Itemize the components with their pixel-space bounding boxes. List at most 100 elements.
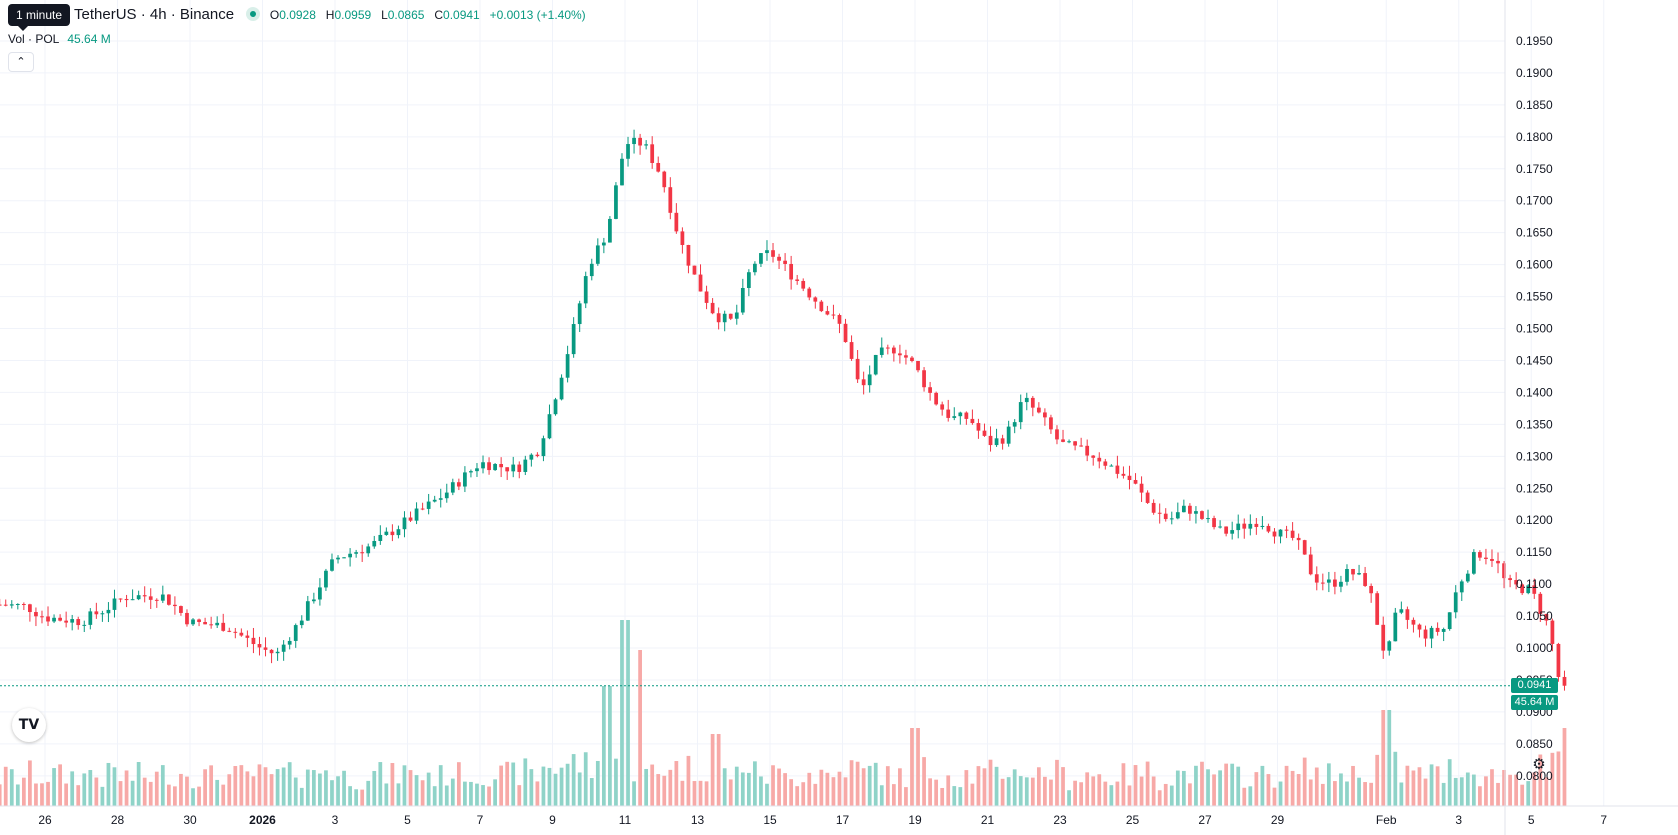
x-tick-label: Feb (1376, 813, 1397, 827)
candle-body (1266, 525, 1271, 532)
candle-body (46, 616, 50, 622)
candle-body (28, 604, 32, 613)
volume-bar (686, 755, 691, 806)
volume-bar (837, 771, 842, 806)
candle-body (904, 355, 908, 358)
market-status-icon[interactable] (245, 7, 260, 21)
candle-body (1290, 530, 1295, 538)
candle-body (1417, 624, 1422, 630)
candle-body (1000, 438, 1005, 444)
candle-body (1018, 402, 1023, 423)
volume-bar (1139, 776, 1144, 806)
volume-bar (493, 779, 497, 806)
candle-body (626, 144, 630, 159)
candle-body (1109, 465, 1114, 467)
candle-body (601, 242, 606, 246)
settings-icon[interactable]: ⚙ (1532, 756, 1546, 773)
candle-body (1006, 426, 1011, 444)
ohlc-low-key: L (381, 8, 388, 22)
candle-body (867, 374, 872, 386)
candle-body (1043, 412, 1047, 418)
volume-bar (348, 786, 352, 806)
volume-bar (571, 754, 576, 806)
volume-bar (940, 787, 945, 806)
candle-body (124, 598, 129, 601)
candle-body (898, 353, 902, 356)
y-tick-label: 0.0800 (1516, 769, 1553, 783)
candle-body (1254, 523, 1259, 527)
volume-bar (904, 787, 908, 806)
collapse-legend-button[interactable]: ⌃ (8, 52, 34, 72)
volume-bar (541, 766, 546, 806)
volume-label[interactable]: Vol · POL (8, 32, 60, 46)
volume-bar (390, 763, 395, 806)
volume-bar (1478, 786, 1482, 806)
candle-body (632, 137, 636, 145)
candle-body (716, 313, 721, 323)
candle-body (523, 459, 528, 472)
candle-body (1157, 512, 1162, 514)
x-tick-label: 19 (908, 813, 922, 827)
volume-bar (1091, 776, 1096, 806)
x-tick-label: 30 (183, 813, 197, 827)
candle-body (15, 603, 20, 605)
candle-body (976, 423, 981, 431)
candle-body (1550, 620, 1555, 644)
candle-body (1139, 483, 1144, 493)
candle-body (179, 606, 183, 613)
candle-body (728, 313, 733, 319)
volume-bar (287, 762, 292, 806)
candle-body (910, 357, 914, 361)
candle-body (795, 279, 800, 281)
candle-body (299, 620, 304, 626)
candle-body (1224, 526, 1229, 534)
x-tick-label: 5 (1528, 813, 1535, 827)
candle-body (1484, 557, 1488, 559)
volume-bar (934, 779, 939, 806)
volume-bar (1212, 774, 1216, 806)
volume-bar (946, 775, 951, 806)
candle-body (916, 360, 920, 371)
candle-body (1339, 581, 1343, 587)
volume-bar (1290, 770, 1295, 806)
ohlc-open-key: O (269, 8, 280, 22)
candle-body (1163, 513, 1168, 520)
candle-body (982, 430, 987, 436)
candle-body (1453, 592, 1458, 613)
candle-body (1514, 580, 1519, 585)
candle-body (771, 250, 775, 257)
candle-body (934, 392, 939, 405)
volume-bar (1520, 784, 1525, 806)
volume-bar (160, 765, 165, 806)
candle-body (148, 596, 153, 600)
volume-bar (1345, 781, 1349, 806)
candle-body (577, 303, 582, 325)
volume-bar (154, 771, 159, 806)
volume-bar (988, 759, 993, 806)
volume-bar (227, 774, 232, 806)
candle-body (855, 358, 860, 380)
symbol-title[interactable]: TetherUS · 4h · Binance (74, 6, 235, 23)
volume-bar (1429, 764, 1434, 806)
volume-bar (589, 778, 594, 806)
volume-bar (891, 784, 896, 806)
candle-body (444, 492, 449, 499)
candle-body (1308, 554, 1313, 575)
volume-bar (378, 762, 383, 806)
volume-bar (1284, 765, 1289, 806)
y-tick-label: 0.1000 (1516, 641, 1553, 655)
x-tick-label: 28 (111, 813, 125, 827)
volume-bar (191, 788, 195, 806)
volume-bar (499, 765, 504, 806)
volume-bar (1411, 770, 1416, 806)
volume-bar (118, 781, 123, 806)
candle-body (692, 265, 697, 275)
candle-body (1314, 574, 1319, 583)
candle-body (154, 599, 159, 601)
volume-bar (1320, 783, 1325, 806)
volume-bar (203, 769, 207, 806)
candle-body (305, 601, 310, 621)
tradingview-logo-icon[interactable]: TV (12, 708, 46, 742)
y-tick-label: 0.1850 (1516, 98, 1553, 112)
